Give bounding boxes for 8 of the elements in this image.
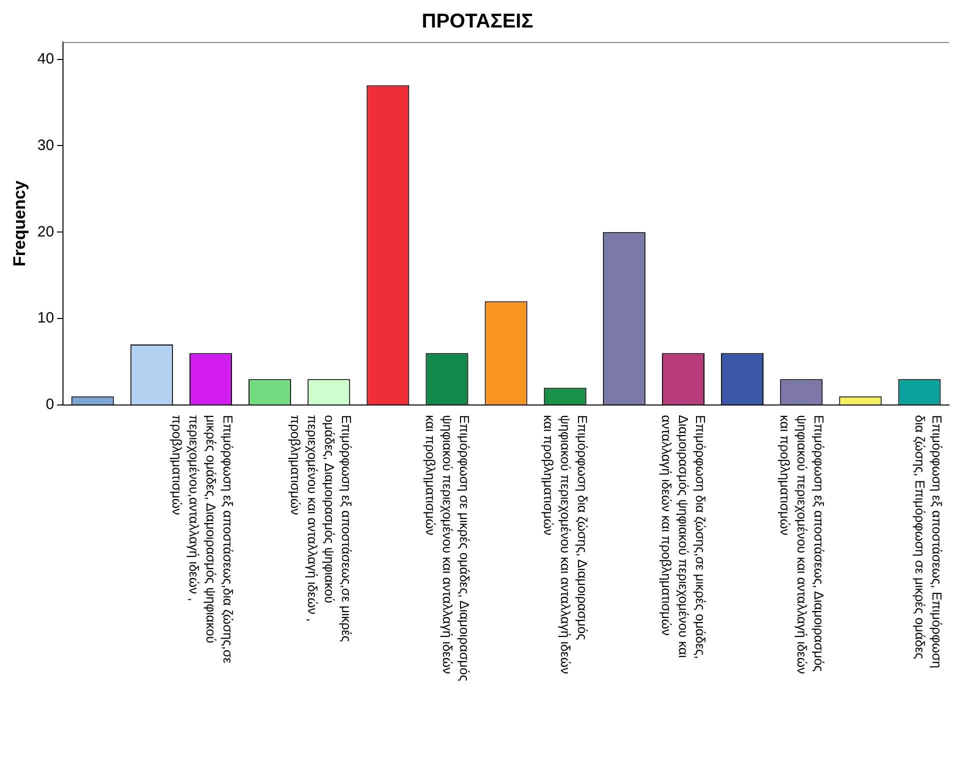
y-tick-label: 20 xyxy=(37,223,54,240)
y-tick-label: 30 xyxy=(37,136,54,154)
y-tick-label: 10 xyxy=(37,310,54,327)
chart-title: ΠΡΟΤΑΣΕΙΣ xyxy=(422,10,534,33)
y-axis-title: Frequency xyxy=(10,180,29,266)
y-tick-label: 0 xyxy=(46,396,54,414)
y-tick-label: 40 xyxy=(37,50,54,68)
x-tick-label: Επιμόρφωση εξ αποστάσεως,δια ζώσης,σε μικρές ομάδες, Διαμοιρασμός ψηφιακού περιεχομένου,ανταλλαγή ιδεών , προβληματισμών xyxy=(168,415,237,664)
